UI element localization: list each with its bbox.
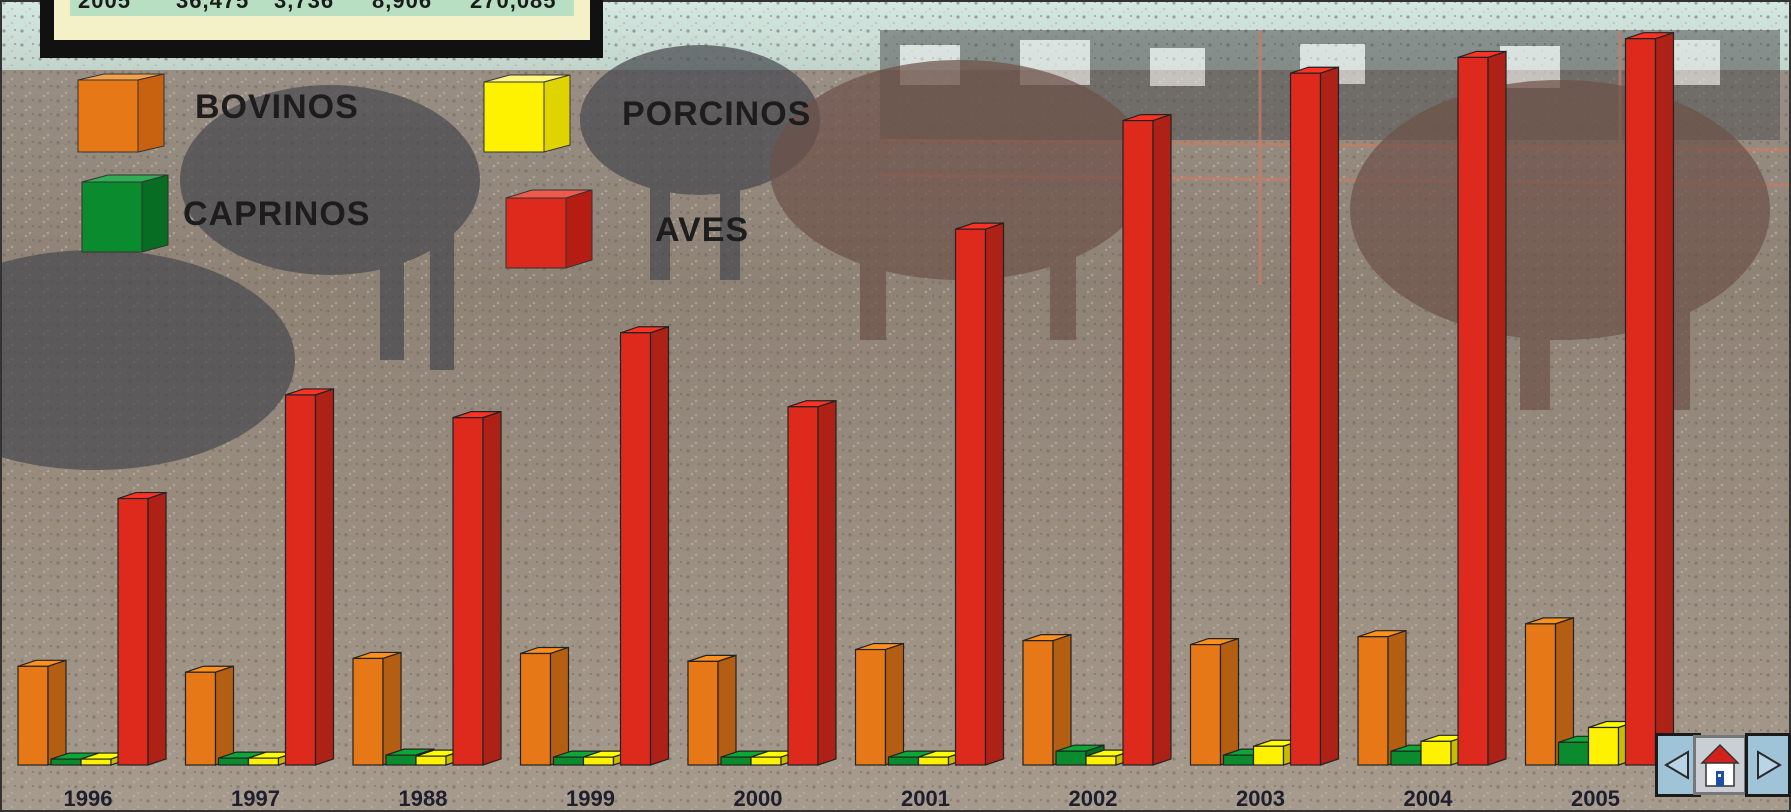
x-axis-ticks: 1996 1997 1988 1999 2000 2001 2002 2003 2004 2005 [64,786,1620,811]
legend-label-caprinos: CAPRINOS [183,195,371,233]
x-tick-label: 2004 [1404,786,1454,811]
x-tick-label: 1996 [64,786,113,811]
x-tick-label: 1997 [231,786,280,811]
table-cell-caprinos: 3,736 [274,0,335,13]
x-tick-label: 2001 [901,786,950,811]
legend-swatch-aves [505,189,593,269]
x-tick-label: 2005 [1571,786,1620,811]
legend-label-aves: AVES [655,211,750,249]
x-tick-label: 1988 [399,786,448,811]
legend-swatch-bovinos [77,73,165,153]
legend-swatch-caprinos [81,174,169,253]
triangle-left-icon [1664,750,1689,780]
bar-aves-2004 [1457,50,1507,766]
bar-aves-1997 [284,388,335,766]
legend-swatch-porcinos [483,74,571,153]
table-cell-aves: 270,085 [470,0,557,13]
bar-aves-2003 [1289,66,1340,766]
legend-label-bovinos: BOVINOS [195,88,359,126]
home-button[interactable] [1693,735,1747,795]
bar-aves-1999 [619,325,670,766]
bar-aves-1988 [452,410,502,766]
bar-bovinos-2005 [1524,617,1575,766]
x-tick-label: 2000 [734,786,783,811]
bar-aves-2000 [787,399,837,766]
triangle-right-icon [1757,750,1782,780]
bar-aves-2005 [1624,31,1675,766]
x-tick-label: 2002 [1069,786,1118,811]
data-table-row-bg [70,0,574,16]
bar-bovinos-2001 [854,642,905,766]
legend [77,73,593,269]
bar-bovinos-1997 [184,665,235,766]
bar-aves-2002 [1122,113,1172,766]
bars [17,31,1675,766]
bar-bovinos-1988 [352,651,402,766]
bar-bovinos-2002 [1022,633,1072,766]
data-table-row: 2005 36,475 3,736 8,906 270,085 [78,0,578,14]
next-slide-button[interactable] [1745,733,1791,797]
legend-label-porcinos: PORCINOS [622,95,812,133]
x-tick-label: 2003 [1236,786,1285,811]
x-tick-label: 1999 [566,786,615,811]
table-cell-porcinos: 8,906 [372,0,433,13]
bar-bovinos-1996 [17,659,67,766]
bar-aves-1996 [117,491,167,766]
table-cell-bovinos: 36,475 [176,0,250,13]
table-cell-year: 2005 [78,0,131,13]
bar-bovinos-2004 [1357,629,1407,766]
bar-aves-2001 [954,222,1005,766]
bar-bovinos-2000 [687,654,737,766]
bar-bovinos-1999 [519,646,570,766]
house-icon [1700,743,1740,787]
bar-bovinos-2003 [1189,637,1240,766]
